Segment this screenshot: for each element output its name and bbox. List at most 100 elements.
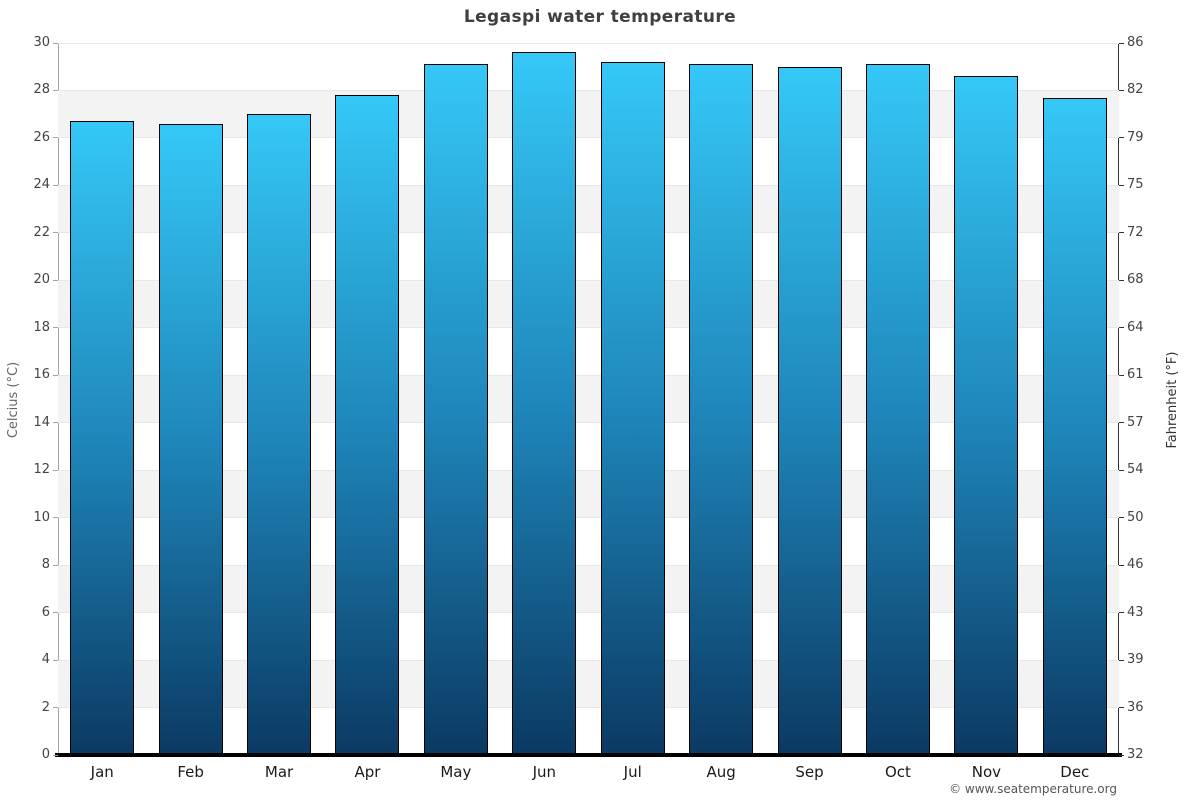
celsius-tick-mark: [53, 232, 58, 234]
bar-jun: [512, 52, 577, 755]
gridline: [58, 89, 1119, 91]
x-tick-apr: Apr: [354, 763, 381, 781]
celsius-axis-title: Celcius (°C): [6, 361, 21, 439]
y-tick-fahrenheit-50: 50: [1127, 509, 1144, 525]
gridline: [58, 184, 1119, 186]
x-axis-baseline: [55, 753, 1122, 757]
fahrenheit-tick-mark: [1119, 232, 1124, 234]
celsius-tick-mark: [53, 184, 58, 186]
fahrenheit-tick-mark: [1119, 517, 1124, 519]
y-tick-fahrenheit-72: 72: [1127, 224, 1144, 240]
y-tick-celsius-0: 0: [41, 747, 50, 762]
x-tick-mar: Mar: [264, 763, 294, 781]
y-tick-celsius-16: 16: [33, 367, 50, 383]
y-tick-celsius-14: 14: [33, 414, 50, 430]
background-band: [58, 660, 1119, 708]
x-tick-dec: Dec: [1060, 763, 1090, 781]
y-tick-fahrenheit-54: 54: [1127, 462, 1144, 478]
celsius-tick-mark: [53, 422, 58, 424]
x-tick-aug: Aug: [706, 763, 736, 781]
gridline: [58, 279, 1119, 281]
gridline: [58, 707, 1119, 709]
fahrenheit-tick-mark: [1119, 612, 1124, 614]
bar-feb: [158, 123, 223, 755]
fahrenheit-tick-mark: [1119, 469, 1124, 471]
celsius-tick-mark: [53, 279, 58, 281]
y-tick-fahrenheit-36: 36: [1127, 699, 1144, 715]
y-tick-fahrenheit-43: 43: [1127, 604, 1144, 620]
y-tick-celsius-20: 20: [33, 272, 50, 288]
fahrenheit-axis-title: Fahrenheit (°F): [1165, 351, 1180, 449]
y-tick-fahrenheit-57: 57: [1127, 414, 1144, 430]
celsius-tick-mark: [53, 517, 58, 519]
y-tick-fahrenheit-64: 64: [1127, 319, 1144, 335]
copyright-text: © www.seatemperature.org: [949, 782, 1117, 796]
gridline: [58, 469, 1119, 471]
fahrenheit-tick-mark: [1119, 564, 1124, 566]
celsius-tick-mark: [53, 42, 58, 44]
fahrenheit-tick-mark: [1119, 279, 1124, 281]
y-tick-fahrenheit-82: 82: [1127, 82, 1144, 98]
x-tick-jun: Jun: [532, 763, 556, 781]
y-tick-celsius-28: 28: [33, 82, 50, 98]
bar-apr: [335, 95, 400, 755]
x-tick-jul: Jul: [623, 763, 642, 781]
y-tick-fahrenheit-39: 39: [1127, 652, 1144, 668]
bar-dec: [1042, 97, 1107, 755]
bar-nov: [954, 76, 1019, 755]
background-band: [58, 470, 1119, 518]
fahrenheit-tick-mark: [1119, 754, 1124, 756]
celsius-tick-mark: [53, 374, 58, 376]
bar-may: [423, 64, 488, 755]
y-tick-celsius-4: 4: [41, 652, 50, 668]
y-tick-celsius-30: 30: [33, 35, 50, 50]
gridline: [58, 517, 1119, 519]
gridline: [58, 327, 1119, 329]
x-tick-jan: Jan: [90, 763, 114, 781]
fahrenheit-tick-mark: [1119, 184, 1124, 186]
y-tick-celsius-26: 26: [33, 129, 50, 145]
y-tick-celsius-22: 22: [33, 224, 50, 240]
gridline: [58, 659, 1119, 661]
bar-aug: [689, 64, 754, 755]
y-tick-celsius-24: 24: [33, 177, 50, 193]
background-band: [58, 185, 1119, 233]
background-band: [58, 565, 1119, 613]
celsius-tick-mark: [53, 754, 58, 756]
fahrenheit-tick-mark: [1119, 89, 1124, 91]
plot-area: [58, 42, 1119, 755]
y-tick-fahrenheit-86: 86: [1127, 35, 1144, 50]
y-tick-fahrenheit-68: 68: [1127, 272, 1144, 288]
gridline: [58, 137, 1119, 139]
celsius-tick-mark: [53, 707, 58, 709]
celsius-tick-mark: [53, 469, 58, 471]
y-tick-celsius-2: 2: [41, 699, 50, 715]
x-tick-feb: Feb: [177, 763, 204, 781]
gridline: [58, 42, 1119, 44]
x-tick-nov: Nov: [971, 763, 1002, 781]
x-tick-sep: Sep: [795, 763, 824, 781]
gridline: [58, 612, 1119, 614]
fahrenheit-tick-mark: [1119, 374, 1124, 376]
bar-mar: [247, 114, 312, 755]
fahrenheit-tick-mark: [1119, 137, 1124, 139]
gridline: [58, 232, 1119, 234]
y-tick-celsius-6: 6: [41, 604, 50, 620]
gridline: [58, 564, 1119, 566]
background-band: [58, 90, 1119, 138]
bar-sep: [777, 66, 842, 755]
bar-jan: [70, 121, 135, 755]
y-tick-fahrenheit-61: 61: [1127, 367, 1144, 383]
x-tick-may: May: [440, 763, 472, 781]
bar-oct: [865, 64, 930, 755]
celsius-tick-mark: [53, 89, 58, 91]
background-band: [58, 375, 1119, 423]
celsius-tick-mark: [53, 564, 58, 566]
y-tick-celsius-18: 18: [33, 319, 50, 335]
y-tick-celsius-10: 10: [33, 509, 50, 525]
celsius-tick-mark: [53, 612, 58, 614]
chart-title: Legaspi water temperature: [463, 7, 737, 27]
fahrenheit-tick-mark: [1119, 42, 1124, 44]
background-band: [58, 280, 1119, 328]
